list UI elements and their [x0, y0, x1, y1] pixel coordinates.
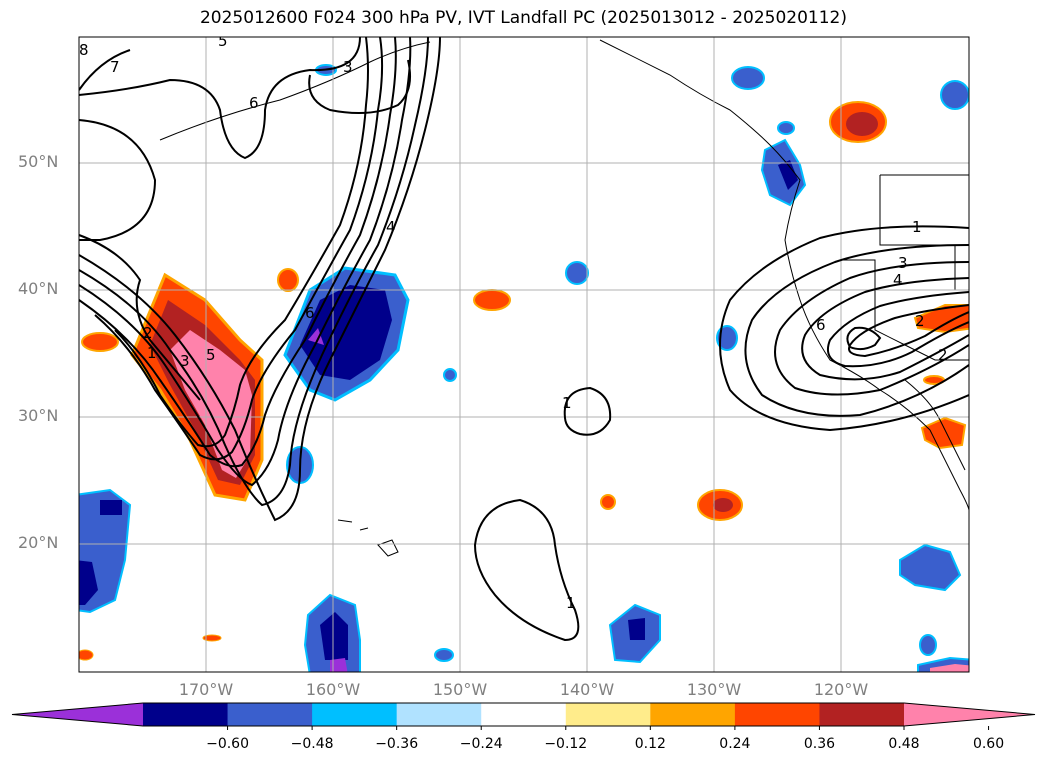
contour-label: 1 [566, 594, 576, 612]
colorbar-tick-label: −0.48 [290, 736, 334, 752]
contour-label: 1 [562, 394, 572, 412]
colorbar-tick-label: −0.36 [375, 736, 419, 752]
lon-label-170w: 170°W [178, 680, 234, 699]
lon-label-130w: 130°W [686, 680, 742, 699]
colorbar-segment [734, 703, 820, 726]
map-title: 2025012600 F024 300 hPa PV, IVT Landfall… [199, 8, 847, 28]
contour-label: 2 [938, 346, 948, 364]
contour-label: 3 [180, 352, 190, 370]
contour-label: 2 [143, 324, 153, 342]
colorbar-tick-label: 0.12 [634, 736, 666, 752]
contour-label: 1 [147, 344, 157, 362]
contour-label: 7 [110, 58, 120, 76]
pv-shading [79, 64, 969, 672]
colorbar-segment [650, 703, 736, 726]
lat-label-50n: 50°N [18, 152, 59, 171]
contour-label: 3 [343, 58, 353, 76]
ivt-contours [79, 37, 969, 642]
lat-label-20n: 20°N [18, 533, 59, 552]
colorbar [11, 702, 1036, 730]
lat-label-40n: 40°N [18, 279, 59, 298]
contour-labels: 1 2 3 5 4 6 5 7 8 6 1 1 1 3 4 6 2 3 2 [79, 32, 948, 612]
lon-label-160w: 160°W [305, 680, 361, 699]
colorbar-segment [819, 703, 905, 726]
colorbar-extend-max [904, 703, 1035, 726]
contour-label: 4 [893, 271, 903, 289]
colorbar-segment [565, 703, 651, 726]
colorbar-tick-label: 0.36 [803, 736, 836, 752]
lat-label-30n: 30°N [18, 406, 59, 425]
lon-label-120w: 120°W [813, 680, 869, 699]
lon-label-150w: 150°W [432, 680, 488, 699]
contour-label: 6 [249, 94, 259, 112]
colorbar-outline [11, 702, 1036, 727]
lon-label-140w: 140°W [559, 680, 615, 699]
colorbar-tick-label: −0.12 [544, 736, 588, 752]
colorbar-tick-label: −0.60 [206, 736, 249, 752]
contour-label: 1 [912, 218, 922, 236]
colorbar-tick-label: 0.60 [972, 736, 1005, 752]
contour-label: 6 [305, 304, 315, 322]
contour-label: 3 [898, 254, 908, 272]
contour-label: 4 [386, 218, 396, 236]
colorbar-segment [396, 703, 482, 726]
contour-label: 2 [915, 312, 925, 330]
contour-label: 5 [206, 346, 216, 364]
colorbar-segment [481, 703, 567, 726]
colorbar-tick-label: −0.24 [459, 736, 503, 752]
contour-label: 8 [79, 41, 89, 59]
colorbar-tick-label: 0.48 [888, 736, 920, 752]
colorbar-segment [312, 703, 398, 726]
contour-label: 6 [816, 316, 826, 334]
contour-label: 5 [218, 32, 228, 50]
colorbar-segment [227, 703, 313, 726]
colorbar-tick-label: 0.24 [719, 736, 751, 752]
colorbar-extend-min [12, 703, 143, 726]
map-frame [78, 36, 970, 673]
colorbar-segment [143, 703, 229, 726]
